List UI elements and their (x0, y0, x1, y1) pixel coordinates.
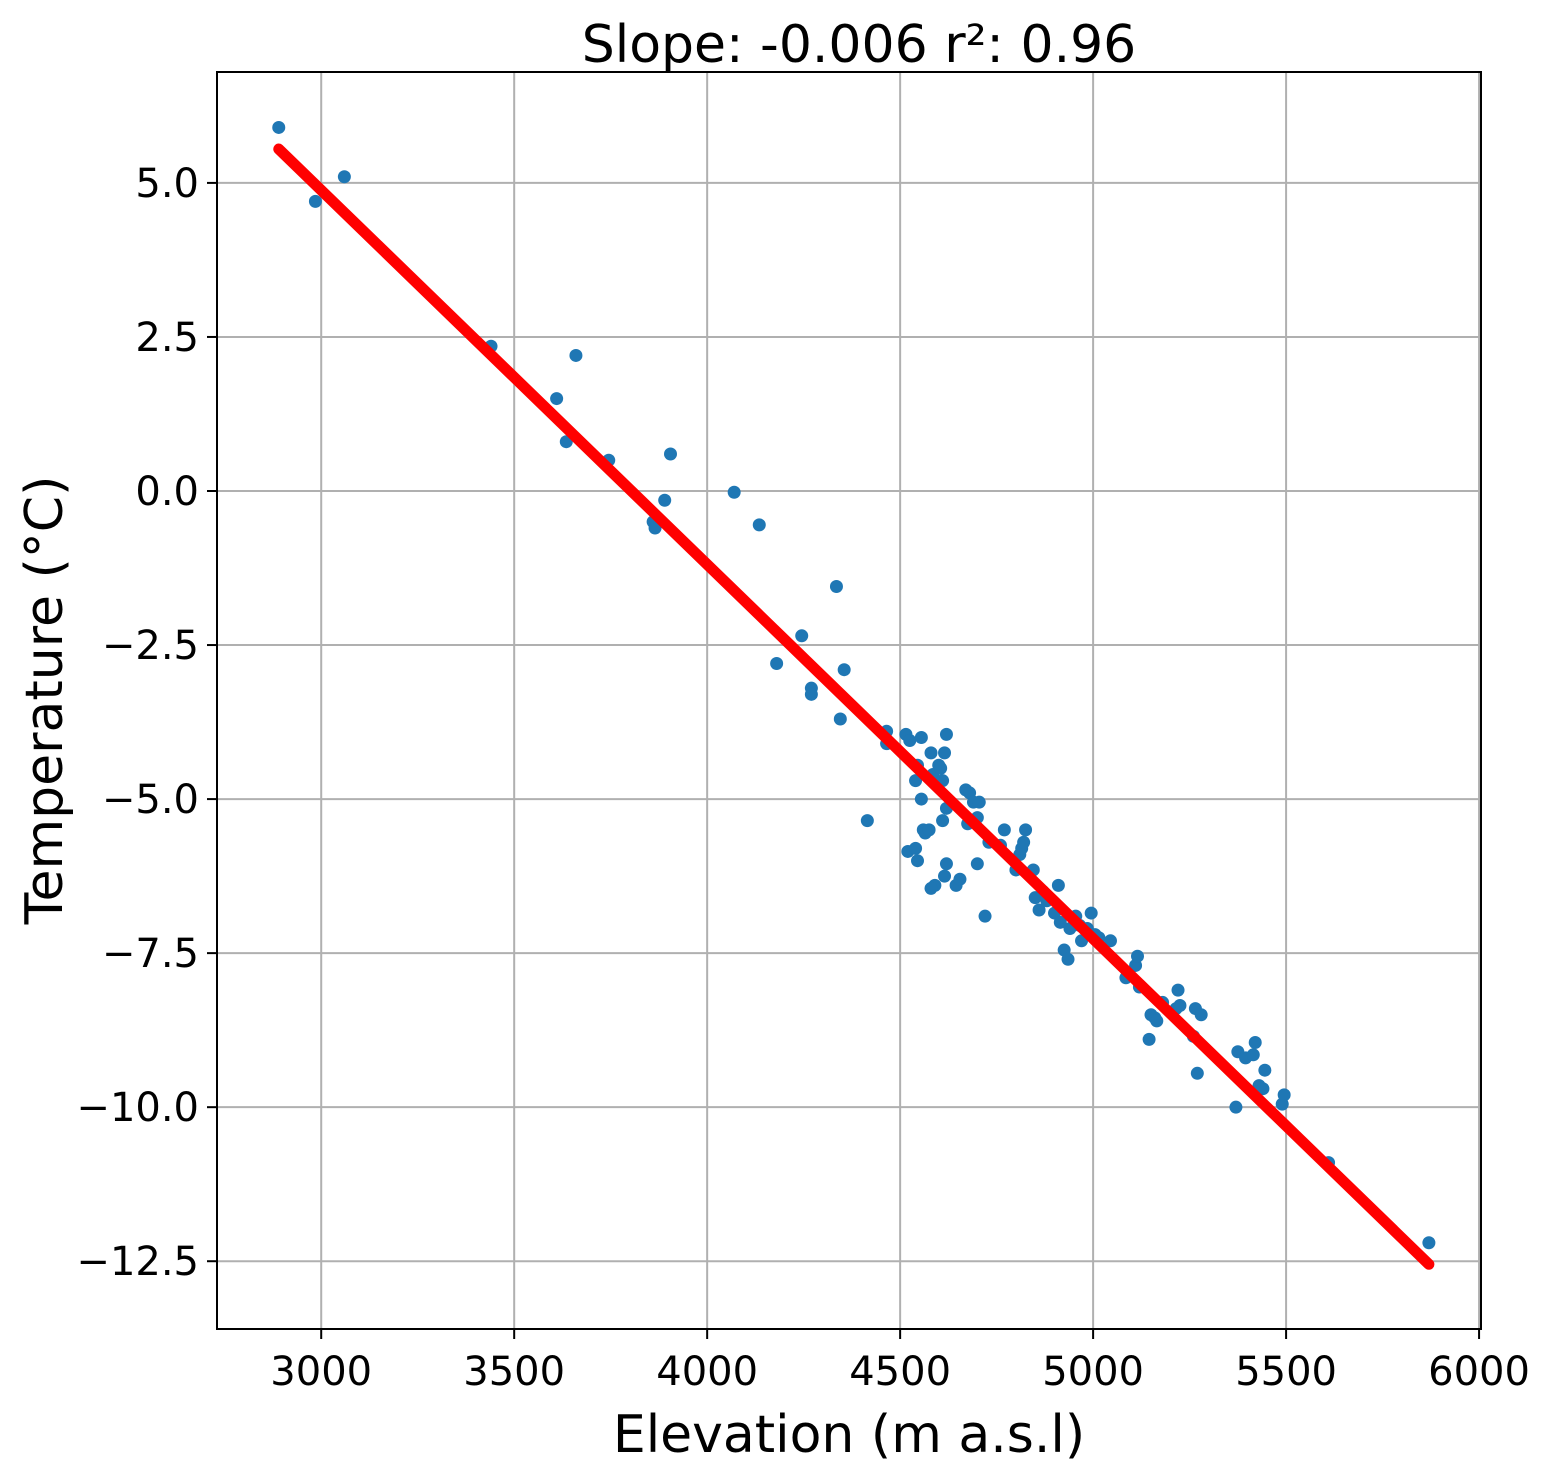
data-point (550, 392, 564, 406)
regression-line-group (273, 143, 1435, 1270)
data-point (1277, 1088, 1291, 1102)
data-point (1194, 1008, 1208, 1022)
data-point (727, 485, 741, 499)
data-point (922, 823, 936, 837)
regression-line (273, 143, 1435, 1270)
data-point (1017, 835, 1031, 849)
y-tick-label: −2.5 (102, 623, 199, 669)
data-point (997, 823, 1011, 837)
data-point (1032, 903, 1046, 917)
chart-title: Slope: -0.006 r²: 0.96 (582, 15, 1137, 75)
data-point (770, 657, 784, 671)
data-point (1246, 1048, 1260, 1062)
data-point (1422, 1236, 1436, 1250)
data-point (837, 663, 851, 677)
y-tick-label: −10.0 (76, 1085, 199, 1131)
data-point (308, 194, 322, 208)
y-tick-label: −7.5 (102, 931, 199, 977)
data-point (860, 814, 874, 828)
x-tick-label: 6000 (1428, 1349, 1530, 1395)
data-point (924, 746, 938, 760)
data-point (1061, 952, 1075, 966)
y-tick-label: 2.5 (135, 315, 199, 361)
x-tick-label: 5500 (1235, 1349, 1337, 1395)
data-point (909, 841, 923, 855)
data-point (938, 746, 952, 760)
data-point (1256, 1082, 1270, 1096)
x-axis-ticks: 3000 3500 4000 4500 5000 5500 6000 (270, 1329, 1530, 1395)
plot-frame (216, 71, 1482, 1330)
x-tick-label: 3000 (270, 1349, 372, 1395)
data-point (936, 814, 950, 828)
data-point (1051, 878, 1065, 892)
data-point (829, 580, 843, 594)
y-tick-label: −12.5 (76, 1239, 199, 1285)
data-point (1142, 1032, 1156, 1046)
y-axis-label: Temperature (°C) (15, 476, 75, 926)
x-axis-label: Elevation (m a.s.l) (613, 1405, 1085, 1465)
data-point (833, 712, 847, 726)
data-point (569, 348, 583, 362)
x-tick-label: 4000 (656, 1349, 758, 1395)
data-point (658, 493, 672, 507)
data-point (934, 761, 948, 775)
data-point (663, 447, 677, 461)
data-point (795, 629, 809, 643)
scatter-points (272, 120, 1436, 1250)
data-point (1190, 1066, 1204, 1080)
data-point (903, 734, 917, 748)
x-tick-label: 5000 (1042, 1349, 1144, 1395)
y-tick-label: 5.0 (135, 161, 199, 207)
data-point (272, 120, 286, 134)
data-point (970, 857, 984, 871)
data-point (1173, 999, 1187, 1013)
data-point (1053, 915, 1067, 929)
data-point (1019, 823, 1033, 837)
data-point (1150, 1014, 1164, 1028)
y-tick-label: 0.0 (135, 469, 199, 515)
data-point (1229, 1100, 1243, 1114)
data-point (914, 792, 928, 806)
data-point (938, 869, 952, 883)
data-point (924, 881, 938, 895)
data-point (1103, 934, 1117, 948)
data-point (1171, 983, 1185, 997)
data-point (752, 518, 766, 532)
y-tick-label: −5.0 (102, 777, 199, 823)
data-point (953, 872, 967, 886)
data-point (939, 857, 953, 871)
data-point (804, 687, 818, 701)
data-point (911, 854, 925, 868)
data-point (914, 730, 928, 744)
data-point (939, 727, 953, 741)
data-point (1084, 906, 1098, 920)
data-point (972, 795, 986, 809)
data-point (1258, 1063, 1272, 1077)
data-point (978, 909, 992, 923)
data-point (1131, 949, 1145, 963)
x-tick-label: 3500 (463, 1349, 565, 1395)
data-point (1248, 1035, 1262, 1049)
x-tick-label: 4500 (849, 1349, 951, 1395)
y-axis-ticks: 5.0 2.5 0.0 −2.5 −5.0 −7.5 −10.0 −12.5 (76, 161, 217, 1285)
data-point (337, 170, 351, 184)
